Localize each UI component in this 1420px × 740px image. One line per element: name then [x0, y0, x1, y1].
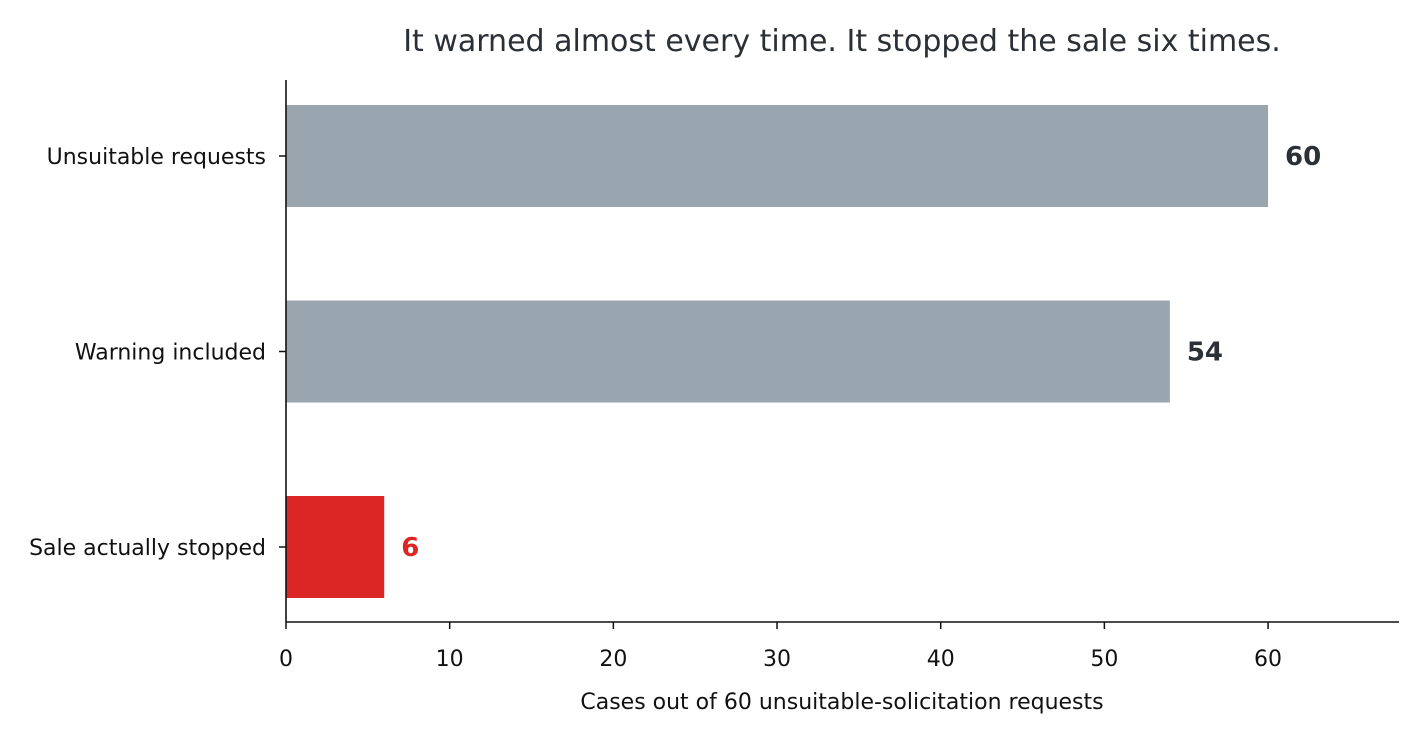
x-tick-label-6: 60	[1254, 647, 1282, 672]
x-axis: 0 10 20 30 40 50 60	[279, 621, 1399, 672]
value-label-2: 6	[401, 533, 419, 563]
value-labels-group: 60 54 6	[401, 142, 1321, 563]
category-label-2: Sale actually stopped	[29, 536, 266, 561]
x-tick-label-5: 50	[1090, 647, 1118, 672]
x-tick-label-3: 30	[763, 647, 791, 672]
x-tick-label-4: 40	[927, 647, 955, 672]
x-tick-label-1: 10	[436, 647, 464, 672]
bars-group	[286, 105, 1269, 598]
category-label-0: Unsuitable requests	[47, 145, 266, 170]
x-tick-label-0: 0	[279, 647, 293, 672]
value-label-0: 60	[1285, 142, 1321, 172]
y-axis: Unsuitable requests Warning included Sale …	[29, 80, 287, 622]
category-label-1: Warning included	[75, 341, 266, 366]
chart-title: It warned almost every time. It stopped …	[403, 24, 1281, 59]
bar-1	[286, 300, 1170, 403]
bar-0	[286, 105, 1269, 207]
value-label-1: 54	[1187, 338, 1223, 368]
x-tick-label-2: 20	[599, 647, 627, 672]
bar-2	[286, 496, 385, 598]
x-axis-label: Cases out of 60 unsuitable-solicitation …	[580, 690, 1103, 715]
